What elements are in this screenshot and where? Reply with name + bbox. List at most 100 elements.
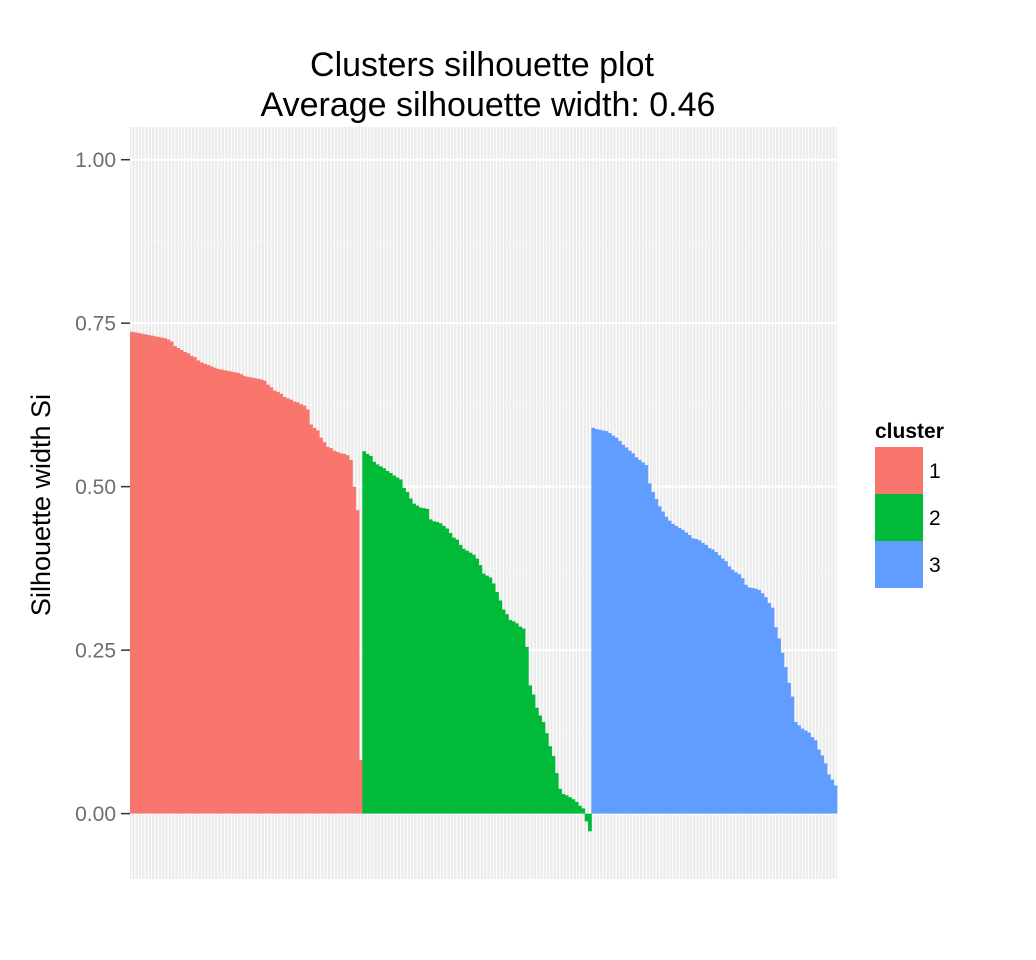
- bar-cluster-3: [594, 429, 599, 814]
- bar-cluster-1: [166, 339, 171, 814]
- bar-cluster-2: [378, 466, 383, 814]
- bar-cluster-2: [554, 773, 559, 814]
- bar-cluster-1: [143, 334, 147, 814]
- bar-cluster-1: [130, 331, 134, 814]
- bar-cluster-3: [604, 431, 609, 814]
- bar-cluster-2: [475, 558, 479, 814]
- bar-cluster-2: [521, 628, 526, 814]
- bar-cluster-3: [757, 589, 762, 814]
- bar-cluster-3: [773, 627, 778, 814]
- bar-cluster-1: [276, 391, 280, 814]
- bar-cluster-3: [793, 722, 798, 814]
- bar-cluster-1: [299, 404, 304, 814]
- bar-cluster-1: [226, 370, 230, 814]
- bar-cluster-3: [664, 516, 669, 814]
- bar-cluster-2: [528, 685, 533, 814]
- bar-cluster-1: [259, 379, 264, 814]
- bar-cluster-1: [209, 366, 214, 814]
- bar-cluster-3: [807, 732, 811, 814]
- bars-layer: [130, 331, 838, 832]
- bar-cluster-2: [538, 715, 542, 814]
- bar-cluster-1: [249, 377, 254, 814]
- legend-title: cluster: [875, 420, 944, 443]
- bar-cluster-3: [827, 774, 831, 814]
- bar-cluster-2: [568, 797, 572, 814]
- bar-cluster-3: [770, 607, 775, 814]
- bar-cluster-1: [236, 372, 240, 814]
- y-tick-label: 0.50: [75, 476, 116, 499]
- chart-subtitle: Average silhouette width: 0.46: [261, 86, 716, 124]
- legend-key-3: [875, 541, 923, 588]
- bar-cluster-1: [232, 372, 237, 814]
- bar-cluster-1: [289, 399, 294, 814]
- bar-cluster-3: [790, 696, 795, 814]
- bar-cluster-2: [584, 813, 589, 822]
- bar-cluster-2: [451, 537, 456, 814]
- bar-cluster-3: [744, 584, 748, 814]
- legend-key-2: [875, 494, 923, 541]
- bar-cluster-1: [295, 402, 300, 814]
- bar-cluster-1: [242, 376, 247, 814]
- bar-cluster-1: [256, 378, 260, 814]
- bar-cluster-1: [193, 357, 197, 814]
- bar-cluster-1: [335, 451, 340, 814]
- bar-cluster-1: [292, 401, 297, 814]
- bar-cluster-3: [754, 588, 758, 814]
- bar-cluster-3: [797, 725, 801, 814]
- bar-cluster-2: [428, 519, 433, 814]
- bar-cluster-2: [534, 707, 539, 814]
- bar-cluster-2: [432, 521, 436, 814]
- bar-cluster-1: [146, 334, 151, 814]
- bar-cluster-3: [750, 588, 755, 814]
- bar-cluster-1: [173, 346, 177, 814]
- y-tick-label: 0.75: [75, 313, 116, 336]
- bar-cluster-1: [186, 353, 191, 814]
- bar-cluster-3: [747, 587, 752, 814]
- bar-cluster-2: [485, 575, 489, 814]
- bar-cluster-3: [730, 569, 735, 814]
- bar-cluster-3: [763, 597, 768, 814]
- bar-cluster-1: [322, 442, 327, 814]
- legend-label-3: 3: [929, 554, 941, 577]
- bar-cluster-2: [461, 548, 466, 814]
- bar-cluster-1: [159, 337, 164, 814]
- bar-cluster-3: [674, 525, 679, 814]
- bar-cluster-3: [710, 549, 715, 814]
- bar-cluster-2: [442, 525, 446, 814]
- bar-cluster-1: [219, 369, 224, 814]
- bar-cluster-2: [448, 533, 453, 814]
- bar-cluster-3: [647, 483, 652, 814]
- bar-cluster-2: [501, 609, 506, 814]
- bar-cluster-1: [212, 367, 217, 814]
- bar-cluster-1: [153, 336, 157, 814]
- bar-cluster-2: [468, 552, 473, 814]
- bar-cluster-1: [206, 365, 211, 814]
- bar-cluster-2: [551, 756, 556, 814]
- bar-cluster-3: [830, 779, 835, 814]
- bar-cluster-2: [561, 793, 566, 814]
- bar-cluster-2: [372, 461, 377, 814]
- bar-cluster-2: [458, 544, 463, 814]
- bar-cluster-2: [398, 479, 403, 814]
- legend-label-1: 1: [929, 460, 941, 483]
- bar-cluster-2: [415, 505, 420, 814]
- bar-cluster-3: [654, 499, 659, 814]
- bar-cluster-1: [339, 453, 343, 814]
- bar-cluster-3: [637, 459, 642, 814]
- bar-cluster-1: [149, 335, 154, 814]
- bar-cluster-1: [216, 368, 221, 814]
- bar-cluster-1: [282, 397, 287, 814]
- bar-cluster-3: [800, 728, 805, 814]
- bar-cluster-3: [767, 603, 772, 814]
- bar-cluster-3: [704, 544, 708, 814]
- bar-cluster-1: [312, 427, 317, 814]
- bar-cluster-2: [471, 554, 476, 814]
- bar-cluster-2: [544, 733, 549, 814]
- legend-label-2: 2: [929, 507, 941, 530]
- bar-cluster-2: [515, 623, 519, 814]
- bar-cluster-3: [813, 740, 818, 814]
- bar-cluster-2: [574, 801, 579, 814]
- bar-cluster-2: [382, 468, 386, 814]
- bar-cluster-1: [272, 390, 277, 814]
- bar-cluster-2: [405, 491, 410, 814]
